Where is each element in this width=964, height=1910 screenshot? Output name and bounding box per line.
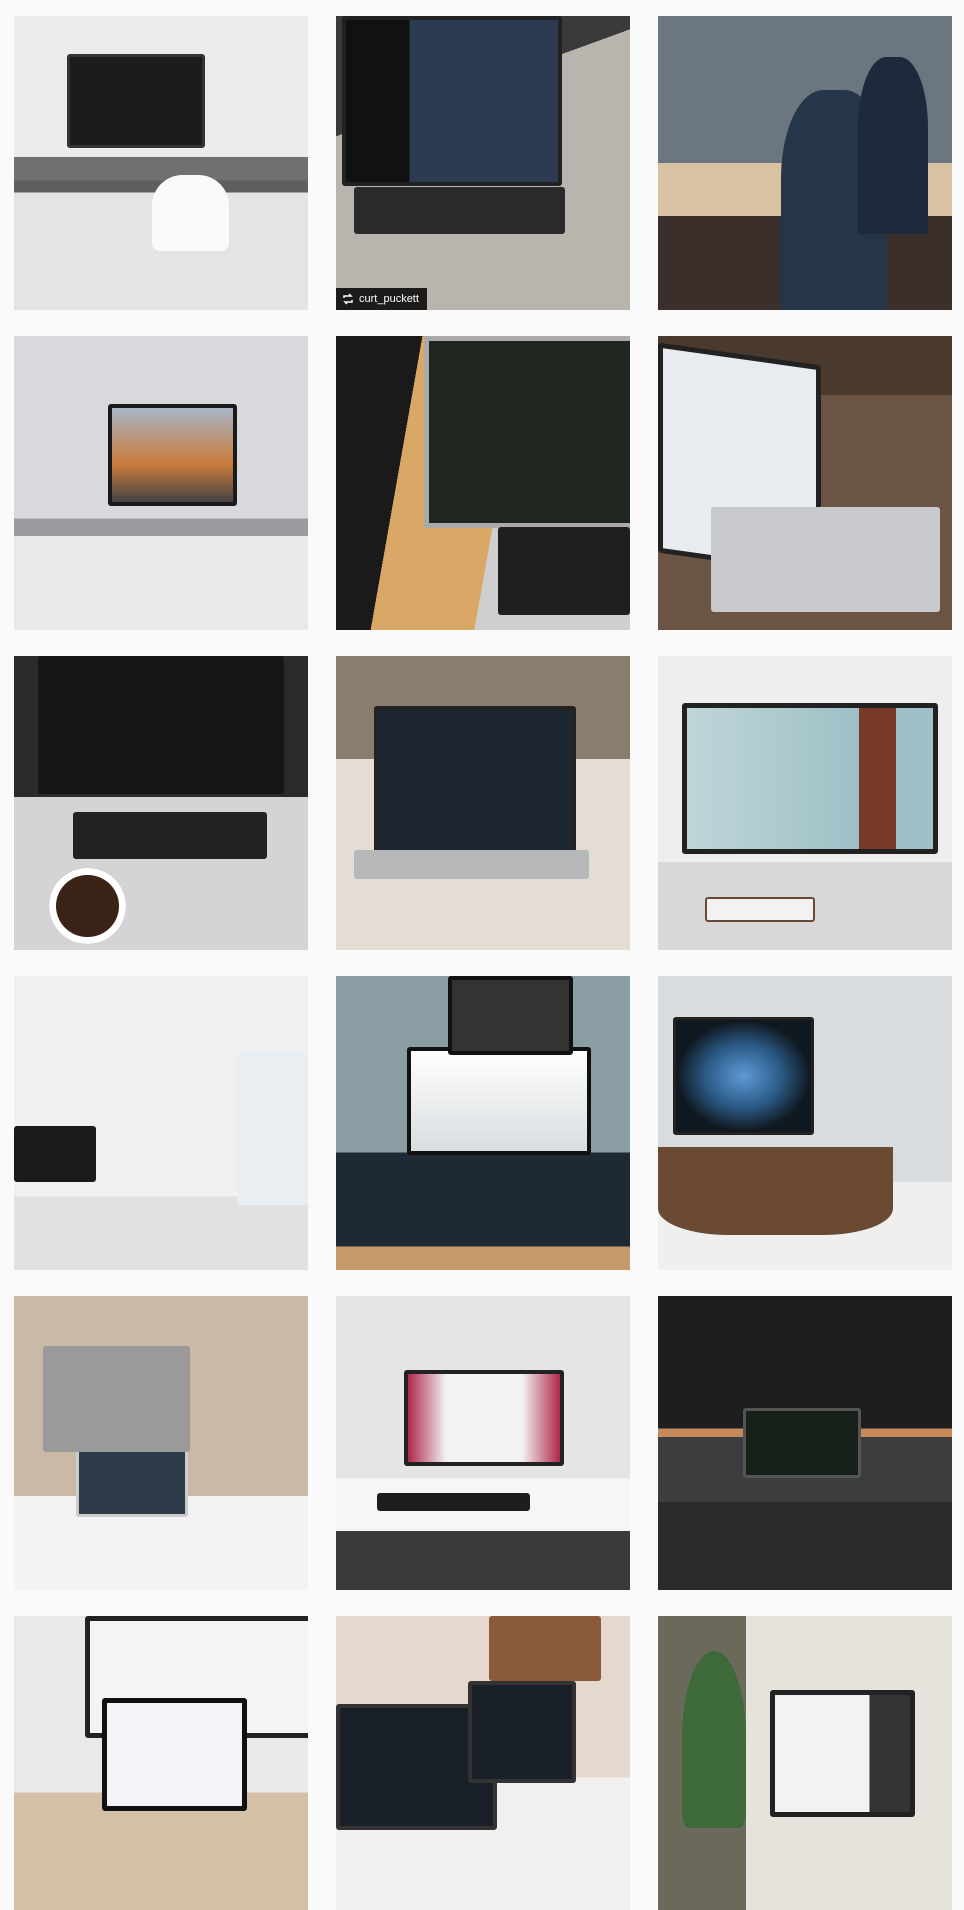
photo[interactable]	[336, 656, 630, 950]
laptop-screen	[374, 705, 577, 856]
photo[interactable]	[658, 1616, 952, 1910]
photo[interactable]	[14, 336, 308, 630]
frame	[447, 976, 574, 1055]
person	[857, 57, 929, 234]
photo[interactable]	[658, 16, 952, 310]
photo[interactable]	[14, 656, 308, 950]
photo[interactable]	[658, 976, 952, 1270]
photo[interactable]	[336, 976, 630, 1270]
monitor	[406, 1046, 591, 1155]
keyboard	[377, 1492, 531, 1511]
laptop-screen	[424, 336, 630, 529]
monitor	[681, 703, 939, 855]
laptop-base	[710, 506, 941, 613]
page: curt_puckett	[14, 16, 952, 1910]
photo[interactable]	[14, 16, 308, 310]
photo[interactable]	[14, 1296, 308, 1590]
pinboard	[43, 1345, 191, 1452]
photo[interactable]	[14, 1616, 308, 1910]
plant	[681, 1651, 747, 1828]
photo[interactable]	[336, 1296, 630, 1590]
monitor	[66, 54, 206, 149]
repost-icon	[343, 293, 353, 305]
photo[interactable]	[336, 1616, 630, 1910]
pegboard	[237, 1052, 308, 1206]
laptop-screen	[341, 16, 562, 186]
photo[interactable]	[658, 1296, 952, 1590]
photo[interactable]	[14, 976, 308, 1270]
monitor	[403, 1369, 565, 1466]
laptop-screen	[102, 1698, 248, 1812]
photo-grid: curt_puckett	[14, 16, 952, 1910]
keyboard	[353, 186, 566, 234]
laptop-screen	[468, 1680, 577, 1783]
monitor	[769, 1689, 915, 1818]
laptop-screen	[672, 1017, 814, 1135]
laptop-base	[353, 850, 589, 880]
laptop-stand	[658, 1146, 894, 1235]
photo[interactable]	[336, 336, 630, 630]
keyboard	[497, 527, 630, 616]
monitor	[108, 403, 237, 506]
keyboard	[705, 897, 815, 922]
repost-badge[interactable]: curt_puckett	[336, 288, 427, 310]
photo[interactable]: curt_puckett	[336, 16, 630, 310]
laptop-screen	[743, 1407, 861, 1479]
repost-username: curt_puckett	[359, 293, 419, 305]
keyboard	[72, 811, 267, 859]
monitor	[14, 1125, 97, 1182]
mug	[49, 867, 126, 945]
photo[interactable]	[658, 336, 952, 630]
chair	[152, 174, 229, 252]
photo[interactable]	[658, 656, 952, 950]
laptop-screen	[37, 656, 285, 795]
bookshelf	[488, 1616, 601, 1681]
